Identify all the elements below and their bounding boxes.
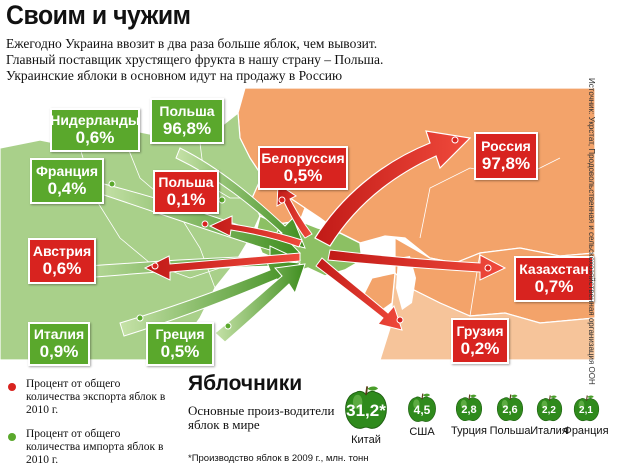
dot-greece <box>224 322 232 330</box>
label-country: Нидерланды <box>50 112 140 128</box>
central-asia-region <box>379 271 595 360</box>
dot-russia <box>451 136 459 144</box>
dot-austria <box>151 262 159 270</box>
producer-apple: 31,2* Китай <box>342 384 390 446</box>
producer-value: 2,8 <box>461 404 477 416</box>
label-value: 0,2% <box>460 339 500 358</box>
export-arrow-georgia <box>315 257 403 331</box>
dot-kazakhstan <box>484 264 492 272</box>
producer-apple: 2,1 Франция <box>563 394 609 437</box>
dot-netherlands <box>108 180 116 188</box>
label-country: Польша <box>158 174 214 190</box>
producer-country: Италия <box>530 424 568 437</box>
page-title: Своим и чужим <box>6 0 191 30</box>
label-value: 0,5% <box>160 342 200 361</box>
label-value: 0,5% <box>283 166 323 185</box>
label-value: 0,6% <box>42 259 82 278</box>
producer-apple: 2,6 Польша <box>490 393 530 437</box>
label-country: Грузия <box>456 323 504 339</box>
import-arrow-greece <box>214 263 306 343</box>
legend-import-text: Процент от общего количества импорта ябл… <box>26 428 164 466</box>
label-value: 0,1% <box>166 190 206 209</box>
producers-subtitle: Основные произ-водители яблок в мире <box>188 403 335 432</box>
label-country: Австрия <box>32 243 92 259</box>
export-arrow-poland <box>208 215 303 248</box>
legend-export-text: Процент от общего количества экспорта яб… <box>26 378 166 416</box>
apple-icon <box>408 393 436 422</box>
label-country: Греция <box>155 326 205 342</box>
producer-value: 2,1 <box>579 404 593 416</box>
dot-italy <box>136 314 144 322</box>
export-arrow-belarus <box>276 183 313 239</box>
label-poland-import: Польша 96,8% <box>150 98 224 144</box>
producer-apple: 2,8 Турция <box>451 393 487 437</box>
caspian-sea <box>396 256 416 310</box>
label-value: 96,8% <box>162 119 212 138</box>
label-country: Италия <box>33 326 85 342</box>
apple-icon <box>496 394 524 422</box>
dot-belarus <box>278 196 286 204</box>
label-france: Франция 0,4% <box>30 158 104 204</box>
apple-icon <box>345 386 387 429</box>
label-greece: Греция 0,5% <box>146 322 214 366</box>
subtitle-line: Ежегодно Украина ввозит в два раза больш… <box>6 36 378 51</box>
legend-import-dot <box>8 433 16 441</box>
apple-icon <box>536 394 562 421</box>
label-poland-export: Польша 0,1% <box>153 170 219 214</box>
producer-apple: 4,5 США <box>406 392 438 438</box>
subtitle: Ежегодно Украина ввозит в два раза больш… <box>6 36 526 84</box>
producer-value: 4,5 <box>413 403 431 417</box>
label-value: 97,8% <box>481 154 531 173</box>
label-italy: Италия 0,9% <box>28 322 90 366</box>
producers-title: Яблочники <box>188 372 303 395</box>
legend-export-dot <box>8 383 16 391</box>
producer-apple: 2,2 Италия <box>530 394 568 437</box>
dot-poland-import <box>218 196 226 204</box>
producer-value: 2,6 <box>502 404 518 416</box>
source-note: Источник: Укрстат, Продовольственная и с… <box>587 78 596 385</box>
label-country: Польша <box>159 103 215 119</box>
label-netherlands: Нидерланды 0,6% <box>50 108 140 152</box>
producer-country: США <box>409 426 435 438</box>
country-dots <box>84 136 492 330</box>
label-austria: Австрия 0,6% <box>28 238 96 284</box>
apple-icon <box>455 394 483 422</box>
label-country: Россия <box>481 138 531 154</box>
label-value: 0,7% <box>534 277 574 296</box>
producers-note: *Производство яблок в 2009 г., млн. тонн <box>188 453 369 464</box>
label-georgia: Грузия 0,2% <box>451 318 509 364</box>
producer-value: 2,2 <box>542 404 556 416</box>
label-russia: Россия 97,8% <box>474 132 538 180</box>
producer-country: Франция <box>563 424 609 437</box>
dot-georgia <box>396 316 404 324</box>
label-country: Франция <box>35 163 99 179</box>
label-country: Казахстан <box>519 261 589 277</box>
label-value: 0,9% <box>39 342 79 361</box>
subtitle-line: Украинские яблоки в основном идут на про… <box>6 68 343 83</box>
dot-poland-export <box>201 220 209 228</box>
label-value: 0,4% <box>47 179 87 198</box>
producer-value: 31,2* <box>346 401 386 420</box>
label-value: 0,6% <box>75 128 115 147</box>
producer-country: Польша <box>489 425 531 437</box>
producer-country: Турция <box>451 425 487 437</box>
label-country: Белоруссия <box>261 150 345 166</box>
apple-icon <box>573 394 599 421</box>
producer-country: Китай <box>351 434 381 446</box>
export-arrow-austria <box>143 252 301 281</box>
label-kazakhstan: Казахстан 0,7% <box>514 256 594 302</box>
subtitle-line: Главный поставщик хрустящего фрукта в на… <box>6 52 384 67</box>
label-belarus: Белоруссия 0,5% <box>258 146 348 190</box>
export-arrow-kazakhstan <box>327 249 507 281</box>
